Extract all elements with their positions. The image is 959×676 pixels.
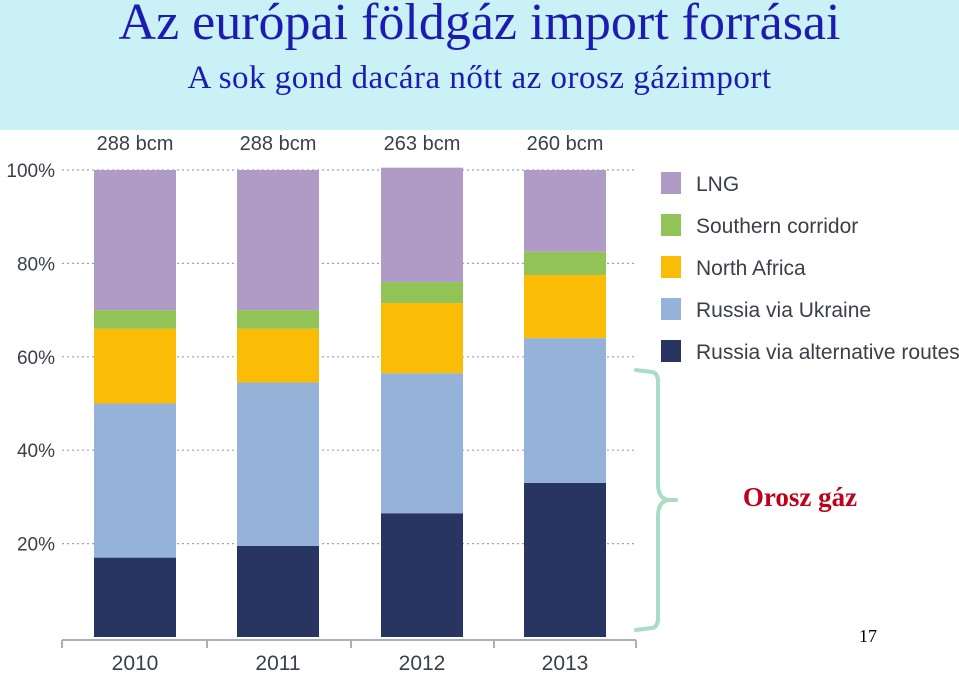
legend-label: LNG — [696, 173, 739, 196]
bar-segment — [237, 328, 319, 383]
bar-segment — [237, 382, 319, 546]
bar-total-label: 288 bcm — [240, 133, 317, 155]
bar-segment — [94, 403, 176, 558]
bar-total-label: 263 bcm — [384, 133, 461, 155]
page-subtitle: A sok gond dacára nőtt az orosz gázimpor… — [187, 60, 772, 96]
bar-segment — [94, 310, 176, 329]
x-category-label: 2011 — [255, 652, 300, 675]
bar-segment — [381, 513, 463, 637]
y-tick-label: 60% — [17, 348, 55, 369]
page-title: Az európai földgáz import forrásai — [118, 0, 841, 51]
legend-label: Russia via Ukraine — [696, 299, 871, 322]
bar-segment — [237, 170, 319, 311]
legend-label: Southern corridor — [696, 215, 858, 238]
x-category-label: 2012 — [399, 652, 446, 675]
bar-segment — [94, 557, 176, 637]
bar-segment — [381, 167, 463, 283]
russian-gas-annotation: Orosz gáz — [742, 482, 858, 512]
bar-segment — [524, 275, 606, 339]
bar-segment — [381, 282, 463, 304]
legend-swatch — [661, 298, 681, 320]
bar-segment — [524, 338, 606, 483]
y-tick-label: 80% — [17, 254, 55, 275]
legend-swatch — [661, 214, 681, 236]
bar-segment — [94, 170, 176, 311]
y-tick-label: 20% — [17, 535, 55, 556]
header-banner: Az európai földgáz import forrásai A sok… — [0, 0, 959, 130]
page-number: 17 — [859, 626, 877, 646]
legend-label: North Africa — [696, 257, 806, 280]
y-tick-label: 40% — [17, 441, 55, 462]
y-tick-label: 100% — [6, 161, 55, 182]
stacked-bar-chart: 20% 40% 60% 80% 100% 288 bcm 2010 288 bcm 2011 26… — [6, 133, 959, 675]
legend-swatch — [661, 340, 681, 362]
bar-segment — [381, 373, 463, 514]
bar-segment — [524, 482, 606, 637]
bar-segment — [237, 545, 319, 637]
bar-total-label: 288 bcm — [97, 133, 174, 155]
x-category-label: 2013 — [542, 652, 589, 675]
bar-segment — [524, 170, 606, 252]
bar-segment — [524, 251, 606, 276]
bar-segment — [381, 303, 463, 374]
legend-swatch — [661, 256, 681, 278]
bar-segment — [237, 310, 319, 329]
bar-total-label: 260 bcm — [527, 133, 604, 155]
legend-swatch — [661, 172, 681, 194]
russian-gas-bracket — [634, 368, 678, 632]
x-category-label: 2010 — [112, 652, 159, 675]
bar-segment — [94, 328, 176, 404]
legend-label: Russia via alternative routes — [696, 341, 959, 364]
